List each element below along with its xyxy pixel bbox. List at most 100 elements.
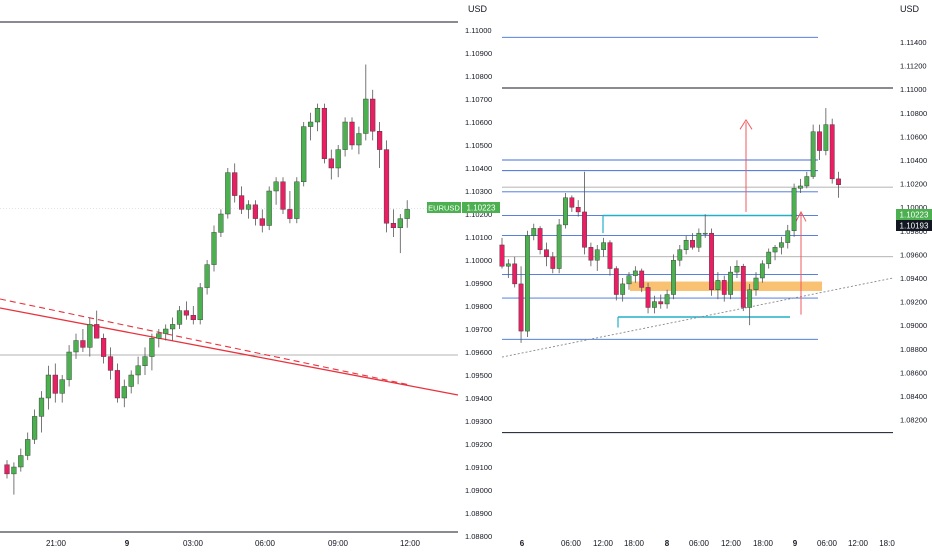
left-price-tick: 1.08900 bbox=[465, 509, 492, 518]
left-candle-body bbox=[211, 232, 217, 265]
right-candle-body bbox=[772, 247, 778, 253]
right-entry-arrowhead bbox=[795, 210, 807, 222]
right-candle-body bbox=[779, 242, 784, 248]
left-candle-body bbox=[18, 455, 24, 468]
right-candle-body bbox=[645, 287, 651, 308]
right-candle-body bbox=[671, 260, 676, 295]
left-candle-body bbox=[135, 365, 141, 376]
left-candle-body bbox=[183, 310, 190, 316]
right-candle-body bbox=[766, 251, 772, 265]
right-candle-body bbox=[512, 263, 518, 285]
right-candle-body bbox=[702, 232, 708, 235]
right-candle-body bbox=[582, 211, 587, 248]
left-candle-body bbox=[370, 98, 376, 132]
right-candle-body bbox=[556, 224, 562, 269]
left-price-tick: 1.10100 bbox=[465, 233, 492, 242]
right-candle-body bbox=[817, 131, 822, 151]
left-candle-body bbox=[363, 98, 369, 134]
right-candle-body bbox=[804, 176, 810, 187]
left-candle-body bbox=[225, 172, 231, 215]
left-candle-body bbox=[321, 107, 328, 159]
left-candle-body bbox=[107, 356, 114, 371]
left-time-tick: 12:00 bbox=[400, 539, 421, 548]
left-price-axis[interactable]: USD 1.11000 1.10900 1.10800 1.10700 1.10600 1… bbox=[465, 4, 492, 541]
right-time-tick: 18:00 bbox=[753, 539, 774, 548]
right-price-tick: 1.09200 bbox=[900, 298, 927, 307]
right-candles bbox=[499, 108, 841, 343]
right-candle-body bbox=[734, 266, 740, 273]
right-candle-body bbox=[652, 301, 657, 308]
right-last-price: 1.10223 bbox=[900, 211, 929, 220]
left-candle-body bbox=[314, 107, 321, 123]
right-time-tick: 06:00 bbox=[689, 539, 710, 548]
right-price-tick: 1.10200 bbox=[900, 180, 927, 189]
right-candle-body bbox=[798, 185, 803, 189]
right-candle-body bbox=[721, 280, 727, 295]
left-trendline-solid bbox=[0, 307, 459, 396]
right-candle-body bbox=[518, 283, 524, 332]
right-time-tick: 06:00 bbox=[561, 539, 582, 548]
right-price-axis[interactable]: USD 1.11400 1.11200 1.11000 1.10800 1.10600 1… bbox=[900, 4, 927, 425]
right-candle-body bbox=[620, 283, 626, 295]
left-candle-body bbox=[4, 464, 10, 475]
left-price-tick: 1.09900 bbox=[465, 279, 492, 288]
left-candle-body bbox=[280, 181, 286, 210]
right-currency-label: USD bbox=[900, 4, 920, 14]
right-candle-body bbox=[575, 206, 581, 213]
right-price-tick: 1.09800 bbox=[900, 227, 927, 236]
left-candles bbox=[4, 64, 410, 495]
left-time-axis[interactable]: 21:00 9 03:00 06:00 09:00 12:00 bbox=[46, 539, 421, 548]
left-candle-body bbox=[259, 218, 265, 226]
left-candle-body bbox=[163, 328, 169, 334]
right-close-price: 1.10193 bbox=[900, 222, 929, 231]
right-price-tick: 1.10600 bbox=[900, 132, 927, 141]
right-time-tick: 9 bbox=[793, 539, 798, 548]
left-price-tick: 1.10500 bbox=[465, 141, 492, 150]
right-candle-body bbox=[569, 197, 575, 208]
left-candle-body bbox=[32, 416, 38, 440]
right-candle-body bbox=[613, 268, 619, 295]
left-candle-body bbox=[52, 374, 58, 394]
right-price-tick: 1.09400 bbox=[900, 274, 927, 283]
right-price-tick: 1.08400 bbox=[900, 392, 927, 401]
right-price-tick: 1.11400 bbox=[900, 38, 927, 47]
left-candle-body bbox=[176, 310, 183, 325]
left-candle-body bbox=[342, 121, 348, 150]
left-candle-body bbox=[128, 374, 134, 387]
right-time-axis[interactable]: 6 06:00 12:00 18:00 8 06:00 12:00 18:00 9 06:00 12… bbox=[520, 539, 896, 548]
left-candle-body bbox=[66, 351, 72, 380]
right-time-tick: 6 bbox=[520, 539, 525, 548]
right-drawings bbox=[501, 36, 894, 434]
left-price-tick: 1.09200 bbox=[465, 440, 492, 449]
right-time-tick: 06:00 bbox=[817, 539, 838, 548]
left-candle-body bbox=[356, 133, 362, 146]
left-price-tick: 1.09100 bbox=[465, 463, 492, 472]
right-candle-body bbox=[740, 266, 746, 308]
right-price-tick: 1.11000 bbox=[900, 85, 927, 94]
right-candle-body bbox=[664, 294, 670, 305]
left-price-tick: 1.10400 bbox=[465, 164, 492, 173]
left-candle-body bbox=[377, 130, 383, 150]
right-candle-body bbox=[639, 270, 645, 288]
right-price-tick: 1.08800 bbox=[900, 345, 927, 354]
left-price-tick: 1.09400 bbox=[465, 394, 492, 403]
right-candle-body bbox=[544, 249, 549, 257]
left-price-tick: 1.10000 bbox=[465, 256, 492, 265]
left-price-tick: 1.10600 bbox=[465, 118, 492, 127]
right-price-tags: 1.10223 1.10193 bbox=[896, 209, 932, 231]
left-price-tick: 1.09500 bbox=[465, 371, 492, 380]
right-candle-body bbox=[550, 256, 556, 269]
right-candle-body bbox=[715, 280, 721, 290]
left-candle-body bbox=[273, 181, 279, 192]
right-candle-body bbox=[747, 289, 753, 308]
right-candle-body bbox=[791, 188, 797, 232]
left-candle-body bbox=[156, 333, 162, 339]
left-candle-body bbox=[38, 397, 45, 417]
left-candle-body bbox=[25, 439, 31, 456]
left-candle-body bbox=[308, 121, 314, 127]
left-price-tick: 1.10800 bbox=[465, 72, 492, 81]
left-candle-body bbox=[121, 386, 127, 399]
right-candle-body bbox=[626, 275, 632, 285]
left-candle-body bbox=[245, 204, 252, 210]
